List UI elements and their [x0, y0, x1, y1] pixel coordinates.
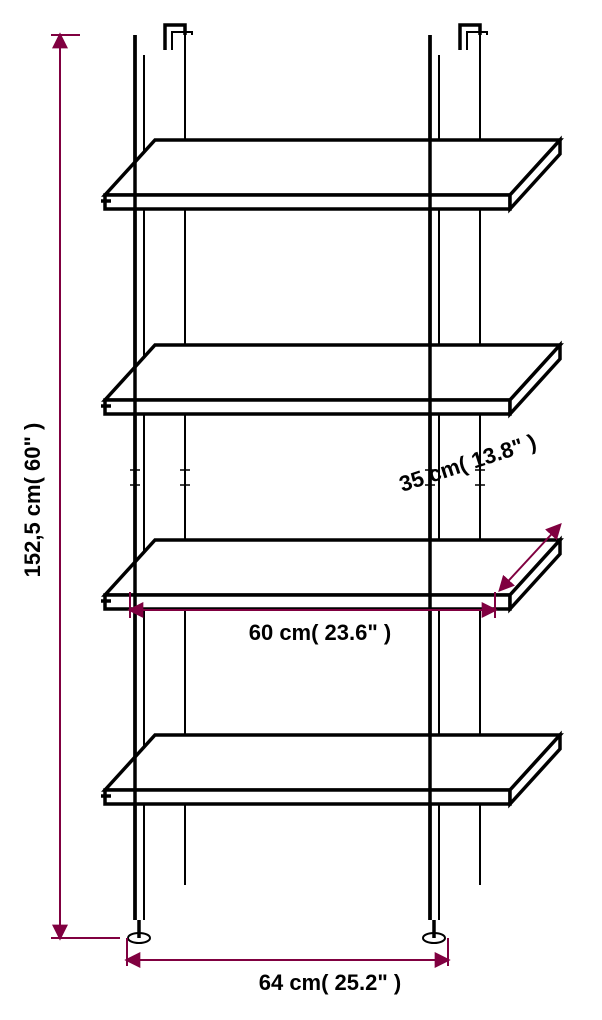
dimension-labels: 152,5 cm( 60" ) 35 cm( 13.8" ) 60 cm( 23.6…: [20, 423, 539, 995]
diagram-stage: { "product": "4-tier wall-mount ladder s…: [0, 0, 602, 1020]
label-depth: 35 cm( 13.8" ): [396, 429, 539, 497]
label-height: 152,5 cm( 60" ): [20, 423, 45, 578]
diagram-svg: 152,5 cm( 60" ) 35 cm( 13.8" ) 60 cm( 23.6…: [0, 0, 602, 1020]
label-overall-width: 64 cm( 25.2" ): [259, 970, 402, 995]
label-shelf-width: 60 cm( 23.6" ): [249, 620, 392, 645]
shelf-structure: [101, 25, 560, 943]
